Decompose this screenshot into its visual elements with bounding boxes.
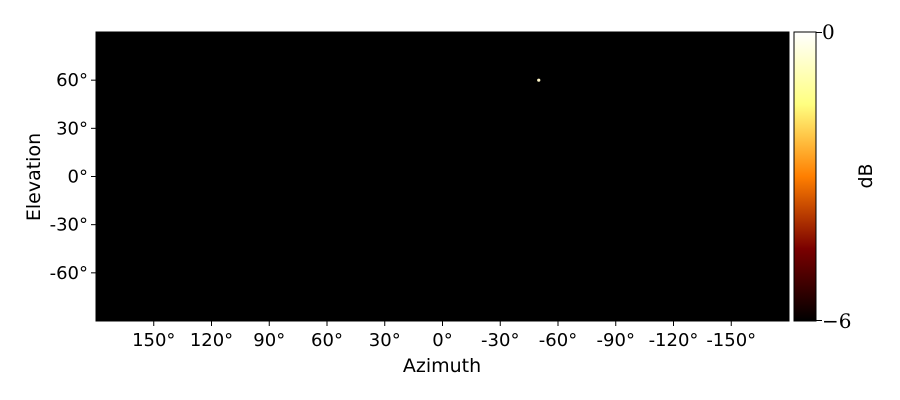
x-tick-label: 150° [132, 330, 175, 351]
colorbar [793, 31, 817, 322]
heatmap-plot-area [96, 32, 789, 321]
y-tick-label: 0° [68, 167, 88, 188]
x-tick-label: -90° [597, 330, 635, 351]
y-tick-label: -60° [50, 263, 88, 284]
x-tick-label: -150° [706, 330, 756, 351]
x-axis-title: Azimuth [403, 355, 481, 377]
x-tick-label: -120° [649, 330, 699, 351]
y-tick-label: 60° [56, 70, 88, 91]
y-tick-label: 30° [56, 118, 88, 139]
y-tick-label: -30° [50, 215, 88, 236]
heatmap-peak [537, 78, 541, 82]
x-axis-ticks: 150° 120° 90° 60° 30° 0° -30° -60° -90° -120° -150… [132, 321, 756, 351]
colorbar-min-label: −6 [822, 309, 851, 333]
y-axis-title: Elevation [23, 133, 45, 221]
x-tick-label: 90° [253, 330, 285, 351]
heatmap-peaks [537, 78, 541, 82]
x-tick-label: -30° [481, 330, 519, 351]
y-axis-ticks: 60° 30° 0° -30° -60° [50, 70, 96, 284]
colorbar-max-label: 0 [822, 20, 835, 44]
x-tick-label: 60° [311, 330, 343, 351]
x-tick-label: 120° [190, 330, 233, 351]
x-tick-label: 0° [432, 330, 452, 351]
x-tick-label: -60° [539, 330, 577, 351]
colorbar-title: dB [855, 163, 877, 188]
x-tick-label: 30° [369, 330, 401, 351]
